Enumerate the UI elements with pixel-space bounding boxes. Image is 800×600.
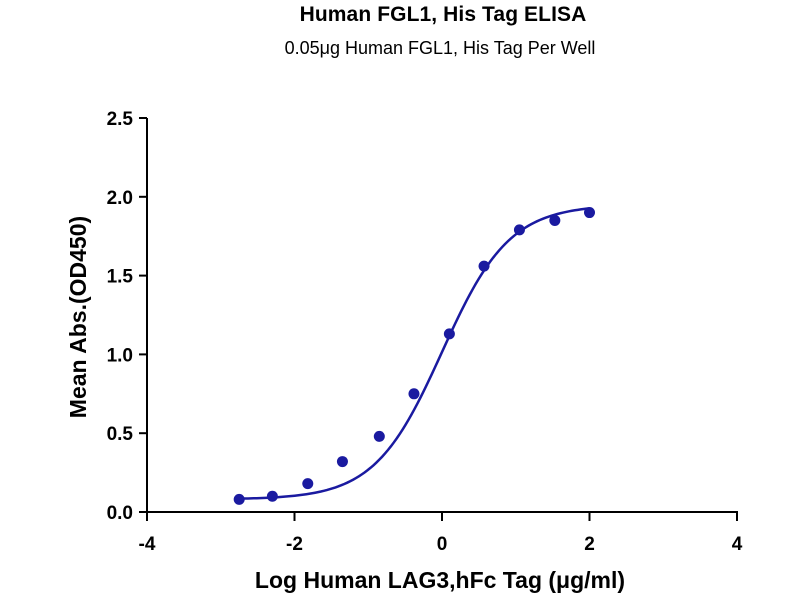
y-axis-label: Mean Abs.(OD450) <box>65 216 91 418</box>
data-point <box>443 328 455 340</box>
y-tick-label: 1.5 <box>107 267 134 288</box>
data-point <box>373 430 385 442</box>
x-tick-label: 0 <box>437 534 448 555</box>
y-tick-label: 2.0 <box>107 188 133 209</box>
data-point <box>266 490 278 502</box>
data-point <box>584 207 595 219</box>
x-tick-label: -2 <box>286 534 303 555</box>
fit-curve <box>239 207 590 500</box>
data-point <box>336 456 348 468</box>
y-ticks: 0.0 0.5 1.0 1.5 2.0 2.5 <box>107 109 147 524</box>
data-point <box>408 388 420 400</box>
chart-subtitle: 0.05μg Human FGL1, His Tag Per Well <box>284 38 596 58</box>
data-point <box>478 260 490 272</box>
y-tick-label: 1.0 <box>107 345 133 366</box>
y-tick-label: 0.5 <box>107 424 134 445</box>
x-tick-label: 2 <box>584 534 595 555</box>
y-tick-label: 0.0 <box>107 503 133 524</box>
data-point <box>549 214 561 226</box>
axes <box>146 118 738 513</box>
x-tick-label: -4 <box>139 534 156 555</box>
data-points <box>233 207 595 505</box>
x-axis-label: Log Human LAG3,hFc Tag (μg/ml) <box>255 567 625 593</box>
x-ticks: -4 -2 0 2 4 <box>139 512 743 555</box>
y-tick-label: 2.5 <box>107 109 134 130</box>
x-tick-label: 4 <box>732 534 743 555</box>
data-point <box>513 224 525 236</box>
chart-title: Human FGL1, His Tag ELISA <box>299 3 587 26</box>
data-point <box>302 478 314 490</box>
data-point <box>233 493 245 505</box>
